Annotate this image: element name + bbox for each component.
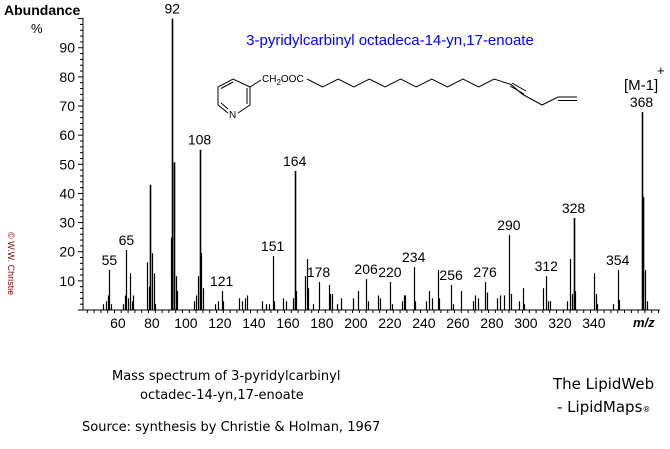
molecular-ion-charge: + xyxy=(657,63,665,78)
peak-label-368: 368 xyxy=(630,94,654,110)
peak-label-206: 206 xyxy=(354,261,378,277)
y-tick-label: 40 xyxy=(59,185,75,201)
brand-name: - LipidMaps xyxy=(557,398,643,416)
alkyl-chain xyxy=(306,78,523,95)
triple-bond-line xyxy=(509,85,525,95)
x-tick-label: 320 xyxy=(548,315,572,331)
peak-label-121: 121 xyxy=(210,273,234,289)
chart-title: 3-pyridylcarbinyl octadeca-14-yn,17-enoa… xyxy=(246,32,534,49)
brand-line-1: The LipidWeb xyxy=(553,375,655,393)
y-axis-label: Abundance xyxy=(4,2,80,18)
pyridine-ring xyxy=(217,78,251,114)
x-tick-label: 240 xyxy=(412,315,436,331)
peak-label-256: 256 xyxy=(439,267,463,283)
x-tick-label: 340 xyxy=(582,315,606,331)
y-tick-label: 30 xyxy=(59,215,75,231)
y-tick-label: 60 xyxy=(59,127,75,143)
ring-double-bond xyxy=(220,81,234,89)
molecular-ion-label: [M-1] xyxy=(624,77,658,94)
peak-label-92: 92 xyxy=(165,1,181,17)
x-tick-label: 180 xyxy=(310,315,334,331)
substituent-bond xyxy=(249,79,262,88)
peaks xyxy=(102,18,649,310)
peak-label-328: 328 xyxy=(562,200,586,216)
peak-label-164: 164 xyxy=(283,153,307,169)
peak-label-55: 55 xyxy=(102,252,118,268)
chemical-structure xyxy=(217,78,577,114)
x-tick-label: 220 xyxy=(378,315,402,331)
peak-label-234: 234 xyxy=(402,249,426,265)
triple-bond-line xyxy=(511,82,527,92)
y-tick-label: 10 xyxy=(59,273,75,289)
x-tick-label: 120 xyxy=(208,315,232,331)
peak-label-220: 220 xyxy=(378,264,402,280)
y-tick-label: 90 xyxy=(59,40,75,56)
peak-label-151: 151 xyxy=(261,238,285,254)
x-tick-label: 100 xyxy=(174,315,198,331)
substituent-label: CH2OOC xyxy=(262,74,304,87)
peak-label-178: 178 xyxy=(307,264,331,280)
x-axis-label: m/z xyxy=(633,315,655,330)
y-tick-label: 80 xyxy=(59,69,75,85)
peak-label-65: 65 xyxy=(119,232,135,248)
peak-label-276: 276 xyxy=(473,264,497,280)
y-tick-label: 50 xyxy=(59,156,75,172)
y-tick-label: 70 xyxy=(59,98,75,114)
peak-label-354: 354 xyxy=(606,252,630,268)
peak-label-108: 108 xyxy=(188,132,212,148)
peak-label-290: 290 xyxy=(497,217,521,233)
peak-label-312: 312 xyxy=(535,258,559,274)
terminal-chain xyxy=(521,93,577,106)
source-text: Source: synthesis by Christie & Holman, … xyxy=(82,420,381,435)
caption-line-2: octadec-14-yn,17-enoate xyxy=(140,388,304,403)
x-tick-label: 200 xyxy=(344,315,368,331)
ring-nitrogen-label: N xyxy=(229,110,236,121)
x-tick-label: 300 xyxy=(514,315,538,331)
y-axis-unit: % xyxy=(31,21,43,36)
x-tick-label: 160 xyxy=(276,315,300,331)
caption-line-1: Mass spectrum of 3-pyridylcarbinyl xyxy=(112,369,341,384)
x-tick-label: 140 xyxy=(242,315,266,331)
y-tick-label: 20 xyxy=(59,244,75,260)
x-tick-label: 260 xyxy=(446,315,470,331)
x-tick-label: 60 xyxy=(110,315,126,331)
x-tick-label: 280 xyxy=(480,315,504,331)
copyright-text: © W.W. Christie xyxy=(6,232,16,295)
x-tick-label: 80 xyxy=(144,315,160,331)
axes: 10 20 30 40 50 60 70 80 90 60 80 100 120 140 160 180 200… xyxy=(59,18,660,331)
brand-registered-mark: ® xyxy=(642,405,651,414)
ring-double-bond xyxy=(220,102,229,110)
brand-line-2: - LipidMaps® xyxy=(557,398,650,416)
